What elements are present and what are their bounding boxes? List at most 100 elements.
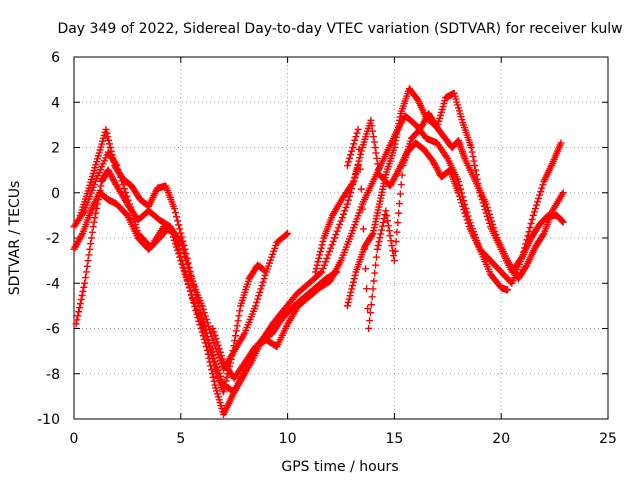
data-point [200, 309, 208, 317]
data-point [378, 226, 386, 234]
data-point [375, 165, 383, 173]
data-point [174, 217, 182, 225]
data-point [92, 209, 100, 217]
data-point [459, 202, 467, 210]
data-point [208, 354, 216, 362]
data-point [186, 287, 194, 295]
data-point [314, 258, 322, 266]
data-point [105, 136, 113, 144]
data-point [257, 285, 265, 293]
data-point [393, 228, 401, 236]
data-point [469, 153, 477, 161]
data-point [318, 268, 326, 276]
data-point [341, 207, 349, 215]
data-point [209, 325, 217, 332]
data-point [197, 310, 205, 318]
data-point [177, 229, 185, 237]
data-point [109, 154, 117, 162]
data-point [183, 254, 191, 262]
data-point [322, 258, 330, 266]
data-point [214, 341, 222, 349]
data-point [319, 237, 327, 245]
data-point [107, 147, 115, 155]
data-point [344, 158, 352, 166]
data-point [185, 263, 193, 271]
data-point [349, 278, 357, 286]
data-point [203, 333, 211, 341]
x-axis-label: GPS time / hours [281, 459, 398, 475]
data-point [223, 373, 231, 381]
data-point [226, 359, 234, 367]
data-point [467, 144, 475, 151]
data-point [318, 241, 326, 249]
data-point [356, 154, 364, 162]
data-point [443, 153, 451, 161]
data-point [395, 209, 403, 217]
data-point [204, 336, 212, 344]
data-point [173, 213, 181, 221]
data-point [354, 160, 362, 168]
data-point [366, 309, 374, 317]
data-point [504, 286, 512, 294]
data-point [85, 251, 93, 259]
data-point [231, 337, 239, 345]
data-point [354, 125, 362, 133]
data-point [173, 243, 181, 251]
data-point [386, 232, 394, 240]
data-point [313, 261, 321, 269]
data-point [532, 201, 540, 209]
data-point [191, 286, 199, 294]
data-point [82, 274, 90, 282]
data-point [89, 223, 97, 231]
data-point [367, 301, 375, 309]
data-point [200, 321, 208, 329]
data-point [356, 165, 364, 173]
data-point [374, 241, 382, 249]
data-point [110, 158, 118, 166]
data-point [215, 345, 223, 353]
data-point [236, 307, 244, 315]
data-point [476, 189, 484, 197]
data-point [344, 298, 352, 306]
data-point [102, 125, 110, 133]
y-tick-label: -10 [37, 412, 60, 428]
data-point [351, 271, 359, 279]
x-tick-label: 5 [176, 431, 185, 447]
data-point [365, 325, 373, 332]
data-point [360, 245, 368, 253]
data-point [324, 251, 332, 259]
data-point [456, 192, 464, 200]
data-point [387, 237, 395, 245]
data-point [483, 213, 491, 221]
data-point [316, 251, 324, 259]
data-point [74, 312, 82, 320]
data-point [390, 252, 398, 260]
chart-title: Day 349 of 2022, Sidereal Day-to-day VTE… [57, 21, 622, 37]
data-point [198, 314, 206, 322]
data-point [345, 295, 353, 303]
data-point [473, 175, 481, 183]
data-point [539, 231, 547, 239]
data-point [252, 302, 260, 310]
data-point [375, 238, 383, 246]
data-point [347, 288, 355, 296]
data-point [475, 184, 483, 192]
data-point [228, 352, 236, 360]
data-point [391, 247, 399, 255]
data-point [84, 257, 92, 265]
data-point [369, 285, 377, 293]
data-point [180, 241, 188, 249]
data-point [170, 205, 178, 213]
data-point [76, 304, 84, 312]
data-point [346, 292, 354, 300]
data-point [319, 265, 327, 273]
data-point [348, 147, 356, 155]
data-point [382, 207, 390, 215]
data-point [78, 291, 86, 299]
data-point [371, 144, 379, 151]
data-point [378, 222, 386, 230]
data-point [396, 200, 404, 208]
data-point [337, 217, 345, 225]
data-point [315, 254, 323, 262]
